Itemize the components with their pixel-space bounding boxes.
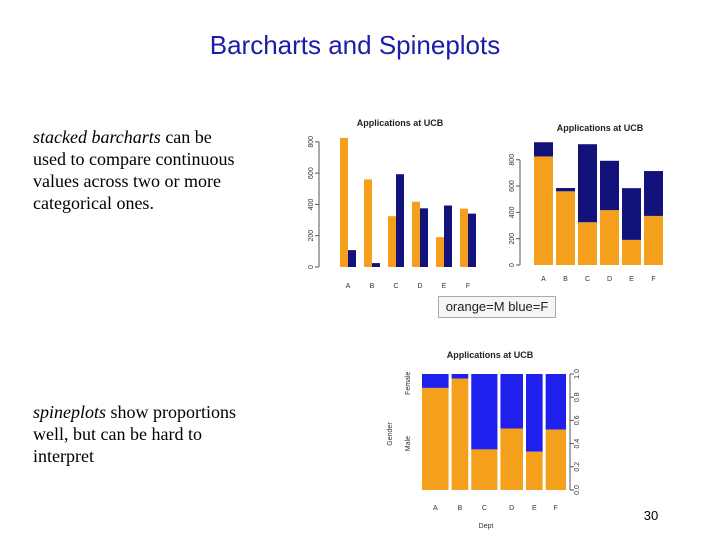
chart-title: Applications at UCB: [557, 123, 644, 133]
stack-female-A: [534, 142, 553, 157]
spineplots-text: spineplots show proportions well, but ca…: [33, 401, 253, 467]
y-tick-label: 400: [308, 198, 315, 210]
x-tick-label: E: [532, 505, 537, 512]
spine-male-E: [526, 451, 543, 490]
stack-male-C: [578, 222, 597, 265]
spine-female-D: [500, 374, 524, 429]
spine-female-E: [526, 374, 543, 452]
y-axis-label: Gender: [387, 422, 394, 446]
stacked-barchart: Applications at UCB 0 200 400 600 800 A B C D E F: [509, 123, 663, 283]
bar-male-F: [460, 208, 468, 267]
page-number: 30: [643, 508, 659, 523]
stack-male-E: [622, 239, 641, 265]
x-tick-label: A: [346, 283, 351, 290]
spineplots-term: spineplots: [33, 402, 107, 422]
x-tick-label: F: [651, 276, 655, 283]
y-tick-label: 0: [308, 265, 315, 269]
x-tick-label: E: [629, 276, 634, 283]
right-tick-label: 0.0: [574, 485, 581, 495]
y-tick-label: 800: [308, 136, 315, 148]
spine-male-F: [545, 429, 566, 490]
stack-female-B: [556, 188, 575, 192]
y-tick-label: 600: [308, 167, 315, 179]
x-tick-label: C: [585, 276, 590, 283]
stack-female-C: [578, 144, 597, 223]
y-tick-label: 400: [509, 206, 516, 218]
y-tick-label: 600: [509, 180, 516, 192]
x-tick-label: A: [541, 276, 546, 283]
x-tick-label: D: [509, 505, 514, 512]
stack-male-F: [644, 215, 663, 265]
spine-female-F: [545, 374, 566, 430]
bar-female-F: [468, 213, 476, 267]
right-tick-label: 1.0: [574, 369, 581, 379]
stack-male-A: [534, 156, 553, 265]
bar-male-A: [340, 137, 348, 267]
slide-title: Barcharts and Spineplots: [209, 30, 501, 60]
stacked-barcharts-description: can be used to compare continuous values…: [33, 127, 235, 213]
y-tick-label: 200: [509, 233, 516, 245]
spineplot: Applications at UCB A B C D E F Dept Gender Male F…: [387, 350, 581, 530]
spine-female-C: [471, 374, 498, 450]
left-label-female: Female: [405, 372, 412, 395]
spine-male-A: [422, 387, 449, 490]
left-label-male: Male: [405, 436, 412, 451]
stack-male-B: [556, 191, 575, 265]
x-tick-label: D: [417, 283, 422, 290]
x-tick-label: C: [482, 505, 487, 512]
bar-female-D: [420, 208, 428, 267]
stacked-barcharts-text: stacked barcharts can be used to compare…: [33, 126, 243, 214]
x-tick-label: B: [563, 276, 568, 283]
chart-title: Applications at UCB: [447, 350, 534, 360]
color-legend-caption: orange=M blue=F: [438, 296, 556, 318]
x-tick-label: B: [370, 283, 375, 290]
spine-male-C: [471, 449, 498, 490]
x-tick-label: A: [433, 505, 438, 512]
grouped-barchart: Applications at UCB 0 200 400 600 800 A B C D E F: [308, 118, 476, 290]
x-axis-label: Dept: [479, 523, 494, 530]
spineplots-description: show proportions well, but can be hard t…: [33, 402, 237, 466]
x-tick-label: F: [466, 283, 470, 290]
y-tick-label: 0: [509, 263, 516, 267]
stack-male-D: [600, 210, 619, 265]
y-tick-label: 200: [308, 230, 315, 242]
spine-male-D: [500, 428, 524, 490]
stacked-barcharts-term: stacked barcharts: [33, 127, 161, 147]
right-tick-label: 0.6: [574, 415, 581, 425]
bar-female-C: [396, 174, 404, 267]
bar-female-B: [372, 263, 380, 267]
bar-male-E: [436, 237, 444, 267]
bar-male-B: [364, 179, 372, 267]
bar-female-E: [444, 205, 452, 267]
right-tick-label: 0.4: [574, 439, 581, 449]
bar-male-C: [388, 216, 396, 267]
x-tick-label: C: [393, 283, 398, 290]
stack-female-D: [600, 160, 619, 211]
bar-female-A: [348, 250, 356, 267]
x-tick-label: E: [442, 283, 447, 290]
spine-male-B: [451, 378, 469, 490]
stack-female-E: [622, 188, 641, 240]
bar-male-D: [412, 201, 420, 267]
x-tick-label: F: [554, 505, 558, 512]
right-tick-label: 0.8: [574, 392, 581, 402]
y-tick-label: 800: [509, 154, 516, 166]
right-tick-label: 0.2: [574, 462, 581, 472]
x-tick-label: D: [607, 276, 612, 283]
spine-female-B: [451, 374, 469, 379]
chart-title: Applications at UCB: [357, 118, 444, 128]
x-tick-label: B: [458, 505, 463, 512]
stack-female-F: [644, 171, 663, 216]
spine-female-A: [422, 374, 449, 388]
